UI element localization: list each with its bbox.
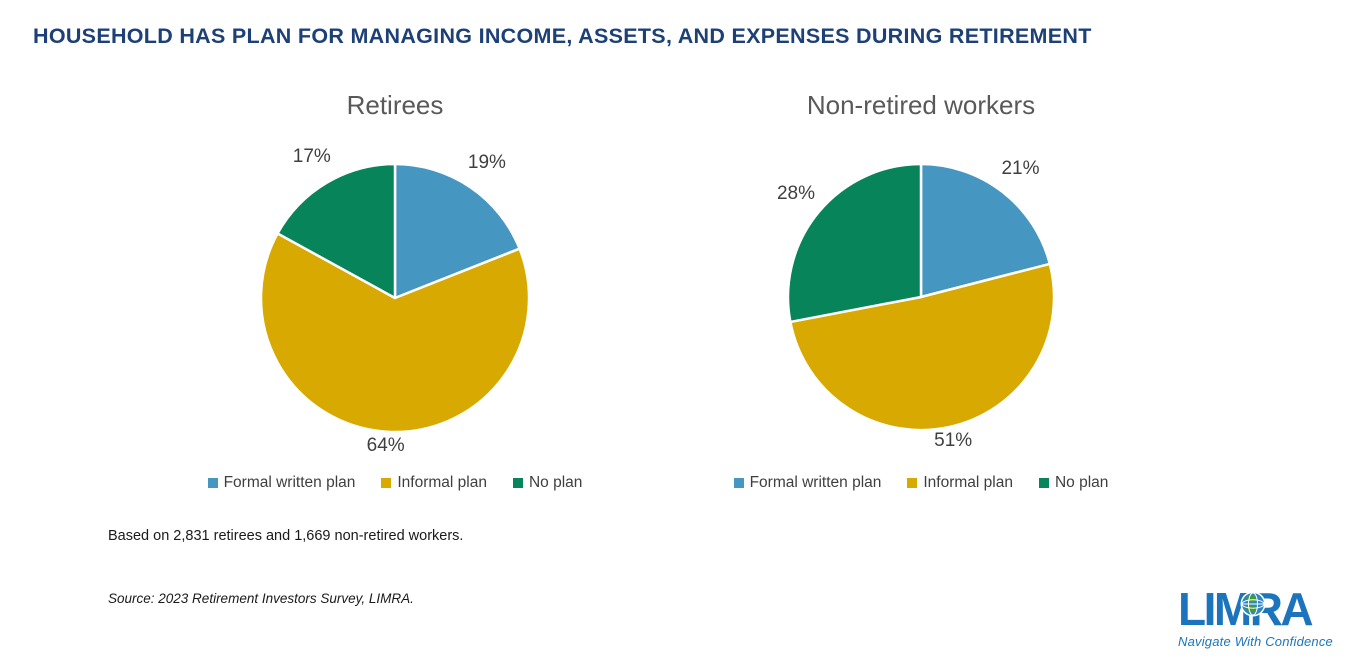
- legend-item-label: No plan: [1054, 474, 1109, 491]
- data-label-informal-plan: 51%: [934, 430, 973, 452]
- legend-item-label: Informal plan: [923, 474, 1013, 491]
- legend-item-formal-written-plan: Formal written plan: [733, 474, 882, 492]
- legend-swatch-icon: [907, 478, 918, 488]
- pie-slice-formal-written-plan: [393, 162, 521, 300]
- legend-item-formal-written-plan: Formal written plan: [207, 474, 356, 492]
- legend-swatch-icon: [207, 478, 218, 488]
- chart-retirees: Retirees 19% 64% 17% Formal written plan In…: [160, 86, 630, 506]
- legend-swatch-icon: [1038, 478, 1049, 488]
- pie-slice-no-plan: [786, 162, 923, 324]
- data-label-no-plan: 17%: [292, 146, 331, 168]
- legend-item-no-plan: No plan: [512, 474, 583, 492]
- legend-non-retired-workers: Formal written plan Informal plan No plan: [686, 474, 1156, 492]
- data-label-formal-written-plan: 21%: [1001, 157, 1040, 179]
- pie-slice-no-plan: [276, 162, 397, 300]
- limra-logo: LIMRA Navigate With Confidence: [1178, 586, 1338, 649]
- globe-icon: [1240, 591, 1266, 617]
- pie-area-retirees: 19% 64% 17%: [160, 86, 630, 506]
- source-text: Source: 2023 Retirement Investors Survey…: [108, 591, 414, 606]
- legend-swatch-icon: [381, 478, 392, 488]
- pie-non-retired-workers: [786, 162, 1056, 432]
- logo-tagline: Navigate With Confidence: [1178, 634, 1333, 649]
- legend-swatch-icon: [733, 478, 744, 488]
- data-label-informal-plan: 64%: [366, 435, 405, 457]
- legend-item-label: Informal plan: [397, 474, 487, 491]
- pie-area-non-retired-workers: 21% 51% 28%: [686, 86, 1156, 506]
- data-label-formal-written-plan: 19%: [467, 151, 506, 173]
- pie-retirees: [259, 162, 531, 434]
- legend-item-label: No plan: [528, 474, 583, 491]
- pie-slice-informal-plan: [789, 262, 1056, 432]
- chart-title-retirees: Retirees: [346, 90, 444, 120]
- legend-item-label: Formal written plan: [223, 474, 356, 491]
- legend-item-no-plan: No plan: [1038, 474, 1109, 492]
- chart-non-retired-workers: Non-retired workers 21% 51% 28% Formal wri…: [686, 86, 1156, 506]
- page-title: HOUSEHOLD HAS PLAN FOR MANAGING INCOME, …: [33, 24, 1092, 48]
- legend-swatch-icon: [512, 478, 523, 488]
- pie-slice-formal-written-plan: [919, 162, 1052, 299]
- legend-item-informal-plan: Informal plan: [907, 474, 1013, 492]
- legend-item-informal-plan: Informal plan: [381, 474, 487, 492]
- data-label-no-plan: 28%: [776, 182, 816, 204]
- legend-retirees: Formal written plan Informal plan No plan: [160, 474, 630, 492]
- legend-item-label: Formal written plan: [749, 474, 882, 491]
- chart-title-non-retired-workers: Non-retired workers: [806, 90, 1036, 120]
- pie-slice-informal-plan: [259, 232, 531, 434]
- footnote-text: Based on 2,831 retirees and 1,669 non-re…: [108, 528, 464, 544]
